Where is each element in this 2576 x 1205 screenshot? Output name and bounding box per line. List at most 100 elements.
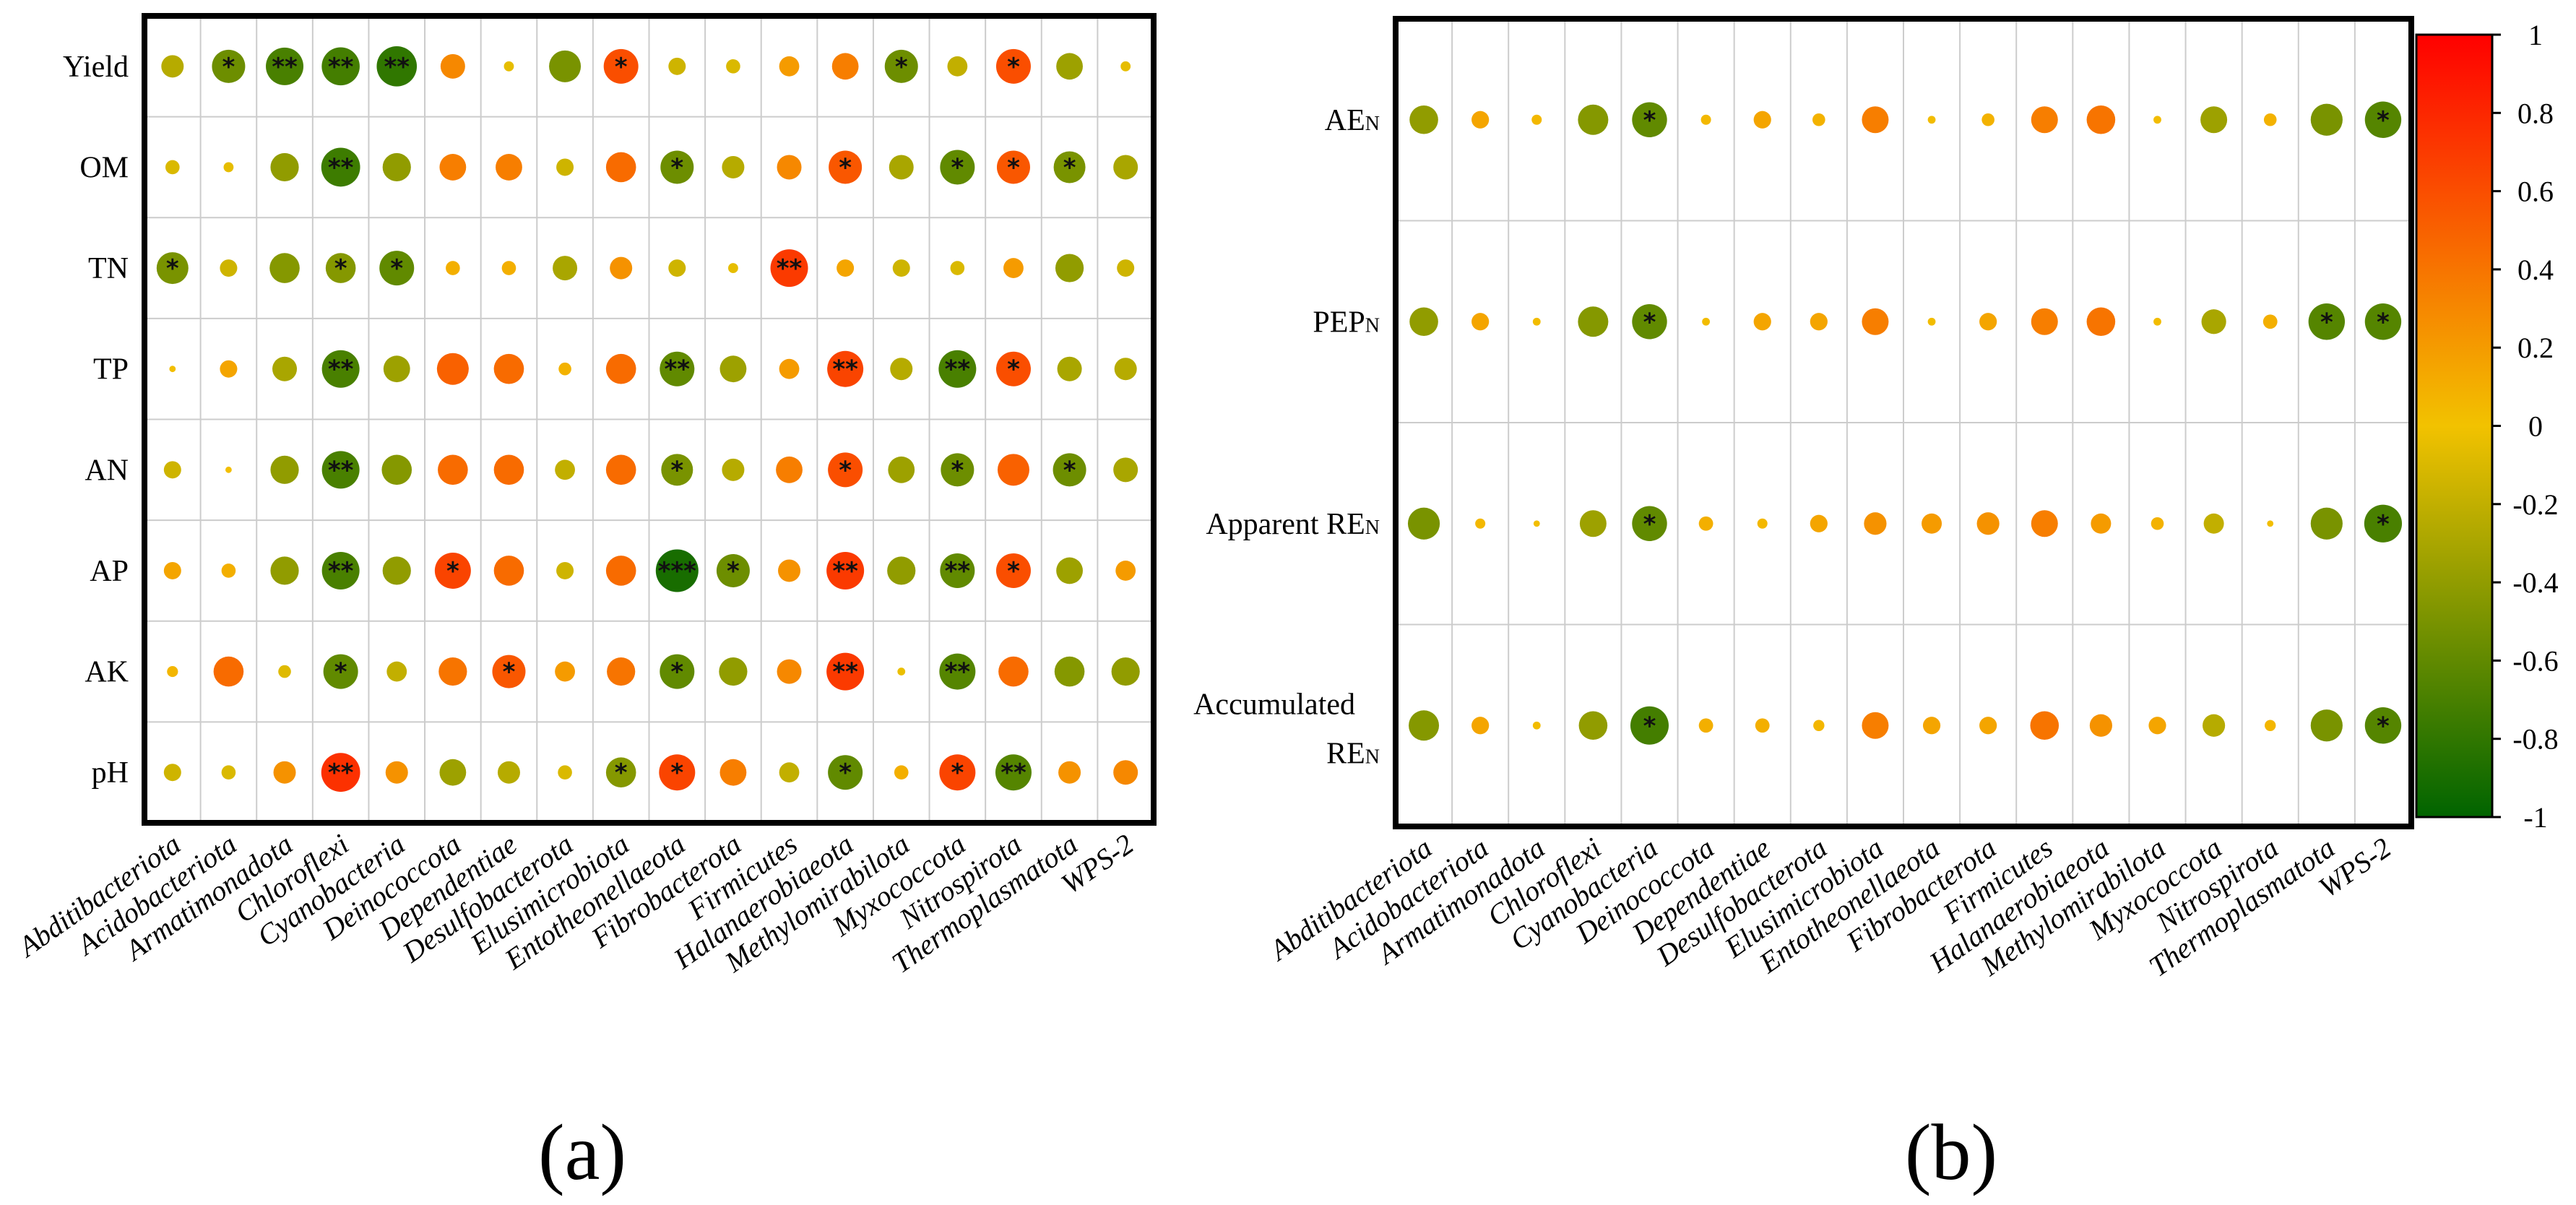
correlation-dot — [555, 459, 575, 480]
significance-marker: * — [1643, 712, 1656, 740]
correlation-dot — [163, 764, 181, 782]
significance-marker: ** — [665, 355, 691, 384]
correlation-dot — [503, 61, 514, 72]
correlation-dot — [777, 155, 802, 180]
correlation-dot — [939, 754, 976, 791]
panel-b-cells: * * * * * * * * * — [1407, 101, 2403, 745]
correlation-dot — [1113, 457, 1138, 483]
row-label: AK — [85, 656, 129, 689]
correlation-dot — [2031, 510, 2058, 537]
correlation-dot — [2153, 317, 2161, 326]
correlation-dot — [828, 452, 863, 488]
significance-marker: ** — [832, 658, 858, 687]
correlation-dot — [1057, 356, 1082, 381]
correlation-dot — [321, 47, 360, 86]
panel-a: * ** ** ** * * *** * * * * ** * * **** ** ** ** *** * * * *** *… — [11, 13, 1157, 1196]
correlation-dot — [722, 458, 745, 481]
correlation-dot — [2263, 113, 2277, 126]
correlation-dot — [897, 668, 906, 675]
significance-marker: * — [670, 658, 683, 687]
row-label: AN — [85, 454, 129, 487]
correlation-dot — [321, 753, 360, 792]
row-label: Apparent REN — [1206, 508, 1380, 541]
correlation-dot — [1698, 718, 1713, 733]
correlation-dot — [719, 355, 747, 383]
correlation-dot — [1532, 317, 1541, 326]
significance-marker: * — [222, 53, 235, 82]
correlation-dot — [2148, 717, 2166, 735]
correlation-dot — [941, 453, 974, 487]
correlation-dot — [884, 49, 918, 83]
significance-marker: * — [1007, 557, 1020, 586]
correlation-dot — [2030, 711, 2059, 740]
correlation-dot — [269, 253, 300, 283]
correlation-dot — [1111, 657, 1140, 686]
row-label-subscript: N — [1365, 113, 1380, 135]
correlation-dot — [1409, 710, 1440, 741]
correlation-dot — [1475, 518, 1486, 529]
correlation-dot — [1114, 358, 1137, 381]
correlation-dot — [1407, 507, 1440, 540]
correlation-dot — [1117, 259, 1135, 277]
correlation-dot — [376, 46, 418, 87]
correlation-dot — [1056, 557, 1083, 584]
significance-marker: * — [951, 456, 964, 485]
correlation-dot — [1579, 510, 1607, 537]
correlation-dot — [607, 657, 636, 686]
correlation-dot — [1120, 61, 1131, 72]
row-label: PEPN — [1313, 306, 1380, 339]
correlation-dot — [995, 553, 1031, 588]
significance-marker: ** — [777, 254, 803, 283]
correlation-dot — [716, 553, 750, 587]
correlation-dot — [1471, 717, 1490, 735]
correlation-dot — [493, 454, 524, 485]
correlation-dot — [2364, 504, 2403, 543]
correlation-dot — [770, 249, 808, 288]
correlation-dot — [1979, 717, 1997, 735]
significance-marker: ** — [832, 557, 858, 586]
correlation-dot — [497, 761, 520, 784]
correlation-dot — [1810, 514, 1828, 532]
panel-b-grid — [1396, 19, 2411, 826]
correlation-dot — [440, 53, 465, 79]
correlation-dot — [719, 759, 747, 786]
correlation-dot — [386, 661, 407, 682]
correlation-dot — [556, 158, 574, 176]
correlation-dot — [439, 154, 467, 181]
correlation-dot — [438, 454, 468, 485]
correlation-dot — [829, 150, 863, 184]
correlation-dot — [2086, 307, 2116, 337]
correlation-dot — [603, 48, 639, 84]
correlation-dot — [163, 561, 181, 579]
correlation-dot — [220, 259, 238, 277]
correlation-dot — [660, 351, 695, 386]
colorbar-tick-label: 0 — [2528, 410, 2543, 443]
correlation-dot — [828, 755, 863, 790]
correlation-dot — [379, 251, 415, 286]
correlation-dot — [1753, 313, 1771, 331]
correlation-dot — [996, 150, 1030, 184]
significance-marker: * — [670, 153, 683, 182]
correlation-dot — [995, 48, 1031, 84]
correlation-dot — [323, 654, 358, 689]
row-label: AP — [90, 555, 129, 588]
significance-marker: ** — [1000, 759, 1026, 787]
correlation-dot — [2364, 101, 2402, 138]
correlation-dot — [221, 563, 236, 578]
correlation-dot — [1753, 111, 1771, 129]
correlation-dot — [1003, 258, 1024, 278]
correlation-dot — [938, 350, 977, 388]
correlation-dot — [1979, 313, 1997, 331]
correlation-dot — [321, 451, 360, 489]
correlation-dot — [1757, 518, 1768, 529]
correlation-dot — [165, 160, 180, 175]
correlation-dot — [213, 656, 244, 687]
row-label-main: RE — [1326, 737, 1365, 770]
significance-marker: * — [2377, 712, 2390, 740]
colorbar-tick-label: -0.6 — [2512, 644, 2558, 677]
significance-marker: * — [951, 759, 964, 787]
correlation-dot — [939, 653, 976, 690]
correlation-dot — [2310, 103, 2343, 136]
